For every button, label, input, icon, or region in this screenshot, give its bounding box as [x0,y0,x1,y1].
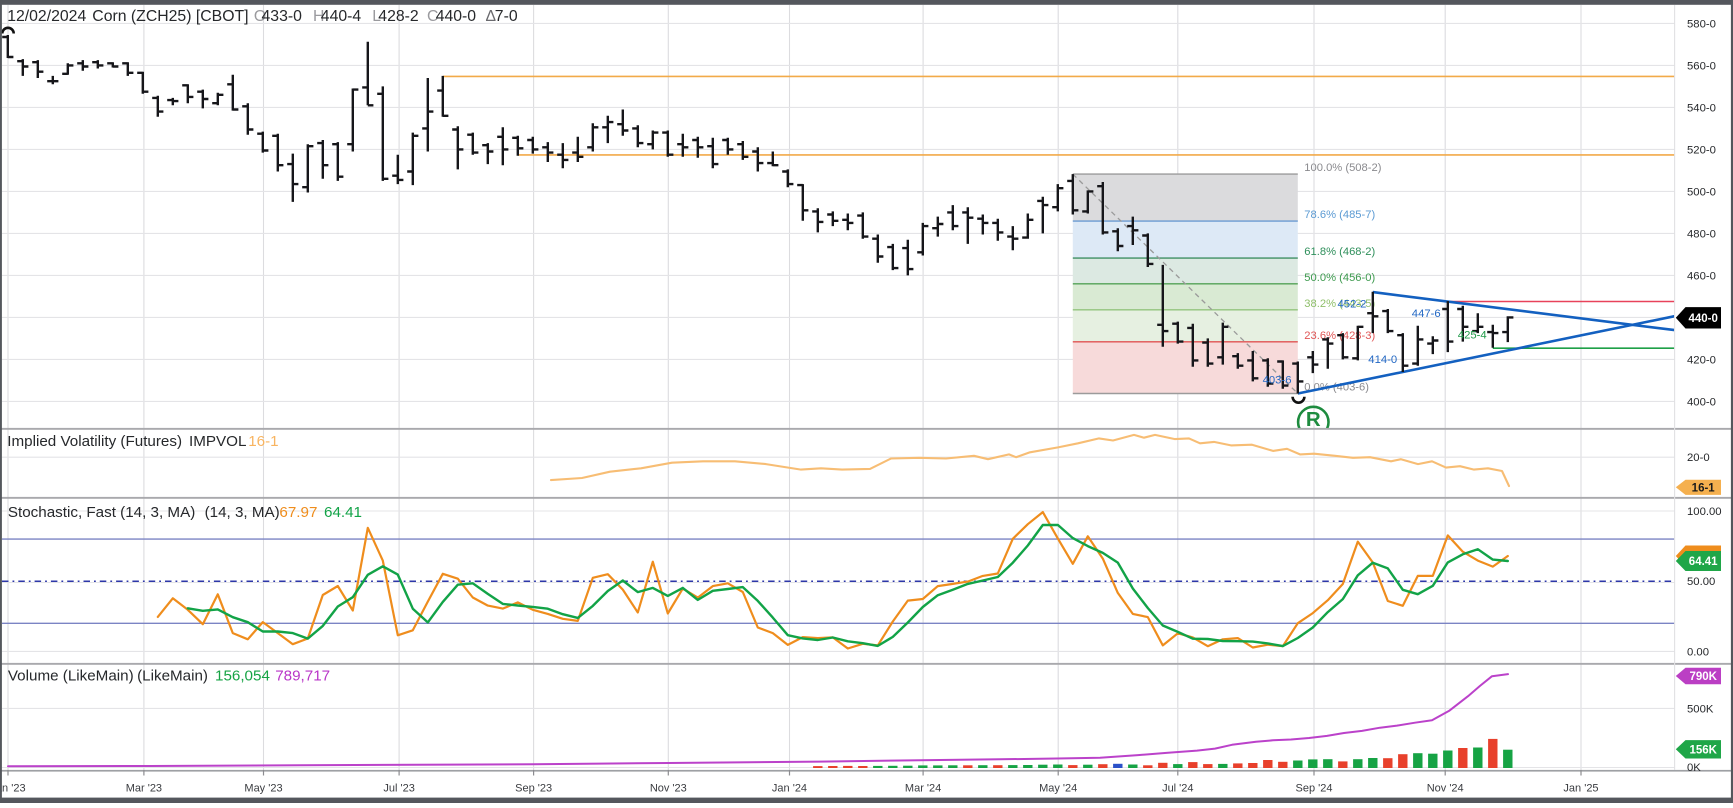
svg-text:403-6: 403-6 [1263,375,1292,387]
svg-text:16-1: 16-1 [248,433,278,450]
svg-text:560-0: 560-0 [1687,60,1716,72]
svg-text:Stochastic, Fast (14, 3, MA): Stochastic, Fast (14, 3, MA) [8,504,195,521]
svg-text:400-0: 400-0 [1687,396,1716,408]
svg-text:Jan '25: Jan '25 [1563,782,1598,794]
svg-text:447-6: 447-6 [1412,308,1441,320]
svg-text:580-0: 580-0 [1687,18,1716,30]
svg-text:64.41: 64.41 [324,504,362,521]
svg-text:428-2: 428-2 [378,8,418,25]
svg-text:540-0: 540-0 [1687,102,1716,114]
svg-text:50.00: 50.00 [1687,576,1715,588]
svg-text:16-1: 16-1 [1692,482,1716,494]
svg-text:Jul '24: Jul '24 [1162,782,1193,794]
svg-text:78.6% (485-7): 78.6% (485-7) [1304,209,1375,221]
svg-text:May '24: May '24 [1039,782,1077,794]
svg-text:156K: 156K [1689,744,1717,756]
svg-text:520-0: 520-0 [1687,144,1716,156]
svg-text:7-0: 7-0 [495,8,518,25]
svg-text:Jan '24: Jan '24 [772,782,807,794]
svg-text:64.41: 64.41 [1689,556,1718,568]
svg-text:C: C [427,8,438,25]
svg-text:452-2: 452-2 [1338,299,1367,311]
svg-text:0K: 0K [1687,762,1701,774]
svg-text:433-0: 433-0 [262,8,303,25]
svg-text:(LikeMain): (LikeMain) [137,668,208,685]
svg-text:440-0: 440-0 [1688,313,1717,325]
svg-text:20-0: 20-0 [1687,452,1710,464]
svg-text:(14, 3, MA): (14, 3, MA) [205,504,280,521]
svg-text:500-0: 500-0 [1687,186,1716,198]
svg-text:R: R [1306,408,1321,431]
svg-text:Δ: Δ [486,8,497,25]
svg-text:Mar '24: Mar '24 [905,782,941,794]
svg-text:Nov '24: Nov '24 [1427,782,1464,794]
svg-text:500K: 500K [1687,703,1714,715]
svg-text:38.2% (443-5): 38.2% (443-5) [1304,298,1375,310]
svg-text:440-4: 440-4 [321,8,362,25]
svg-text:Nov '23: Nov '23 [650,782,687,794]
svg-text:Sep '23: Sep '23 [515,782,552,794]
svg-text:790K: 790K [1689,671,1717,683]
svg-text:425-4: 425-4 [1458,330,1487,342]
svg-text:O: O [254,8,266,25]
svg-text:100.00: 100.00 [1687,506,1722,518]
svg-text:156,054: 156,054 [215,668,270,685]
svg-text:Sep '24: Sep '24 [1296,782,1333,794]
svg-text:Jan '23: Jan '23 [0,782,26,794]
svg-text:414-0: 414-0 [1368,354,1397,366]
svg-text:Mar '23: Mar '23 [126,782,162,794]
svg-text:Corn (ZCH25) [CBOT]: Corn (ZCH25) [CBOT] [92,8,248,25]
svg-text:Volume (LikeMain): Volume (LikeMain) [8,668,134,685]
svg-text:May '23: May '23 [244,782,282,794]
svg-text:460-0: 460-0 [1687,270,1716,282]
svg-text:480-0: 480-0 [1687,228,1716,240]
svg-text:789,717: 789,717 [275,668,330,685]
svg-text:Jul '23: Jul '23 [383,782,414,794]
svg-text:420-0: 420-0 [1687,354,1716,366]
svg-text:100.0% (508-2): 100.0% (508-2) [1304,162,1381,174]
svg-text:440-0: 440-0 [436,8,477,25]
svg-text:IMPVOL: IMPVOL [189,433,246,450]
svg-text:Implied Volatility (Futures): Implied Volatility (Futures) [7,433,182,450]
svg-text:L: L [372,8,381,25]
svg-text:0.00: 0.00 [1687,646,1709,658]
svg-text:12/02/2024: 12/02/2024 [7,8,86,25]
svg-text:67.97: 67.97 [279,504,317,521]
svg-text:50.0% (456-0): 50.0% (456-0) [1304,272,1375,284]
svg-text:61.8% (468-2): 61.8% (468-2) [1304,246,1375,258]
svg-text:H: H [313,8,324,25]
svg-text:0.0% (403-6): 0.0% (403-6) [1304,382,1369,394]
